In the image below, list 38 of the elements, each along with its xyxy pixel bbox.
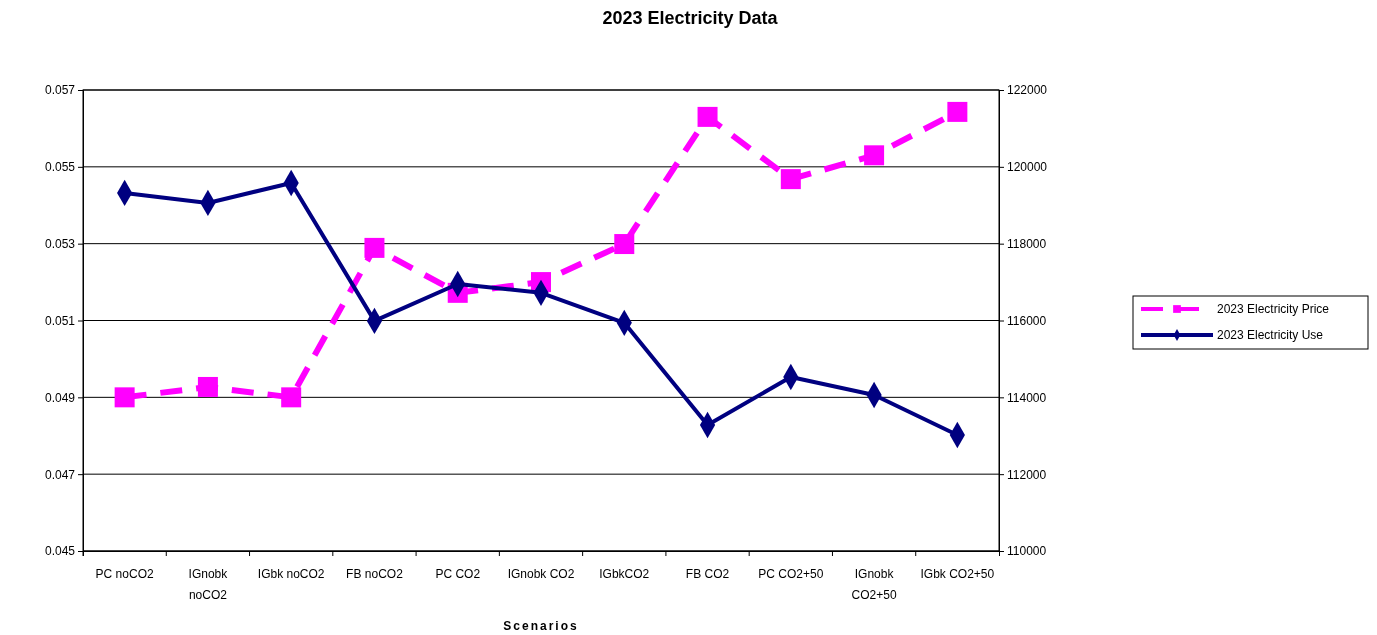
text: 2023 Electricity Use [1217,328,1324,342]
y-tick-label: 0.049 [44,390,76,405]
y-tick-label: 0.053 [44,237,76,252]
text: 2023 Electricity Price [1217,302,1330,316]
y2-tick-label: 116000 [1007,313,1047,328]
y2-tick-label: 114000 [1007,390,1047,405]
y-tick-label: 0.045 [44,544,76,559]
y2-tick-label: 118000 [1007,237,1047,252]
y-tick-label: 0.057 [44,83,76,98]
chart-title: 2023 Electricity Data [602,8,779,28]
x-tick-label: IGnobk CO2+50 [851,567,897,602]
y2-tick-label: 120000 [1007,160,1048,175]
point [197,376,218,397]
x-tick-label: FB noCO2 [346,567,404,582]
x-tick-label: IGnobk CO2 [507,567,575,582]
point [947,101,968,122]
point [364,237,385,258]
x-tick-label: IGbk noCO2 [257,567,325,582]
point [614,234,635,255]
y-tick-label: 0.047 [44,467,76,482]
x-tick-label: PC noCO2 [95,567,154,582]
point [864,145,885,166]
x-tick-label: PC CO2 [435,567,481,582]
x-tick-label: PC CO2+50 [758,567,824,582]
x-tick-label: FB CO2 [685,567,730,582]
x-tick-label: IGbk CO2+50 [920,567,995,582]
y-tick-label: 0.051 [44,313,76,328]
point [281,387,302,408]
x-tick-label: IGbkCO2 [599,567,650,582]
point [697,106,718,127]
point [114,387,135,408]
y2-tick-label: 110000 [1007,544,1047,559]
x-tick-label: IGnobk noCO2 [188,567,229,602]
x-axis-title: Scenarios [503,619,579,633]
y2-tick-label: 122000 [1007,83,1048,98]
y2-tick-label: 112000 [1007,467,1047,482]
y-tick-label: 0.055 [44,160,76,175]
point [780,169,801,190]
